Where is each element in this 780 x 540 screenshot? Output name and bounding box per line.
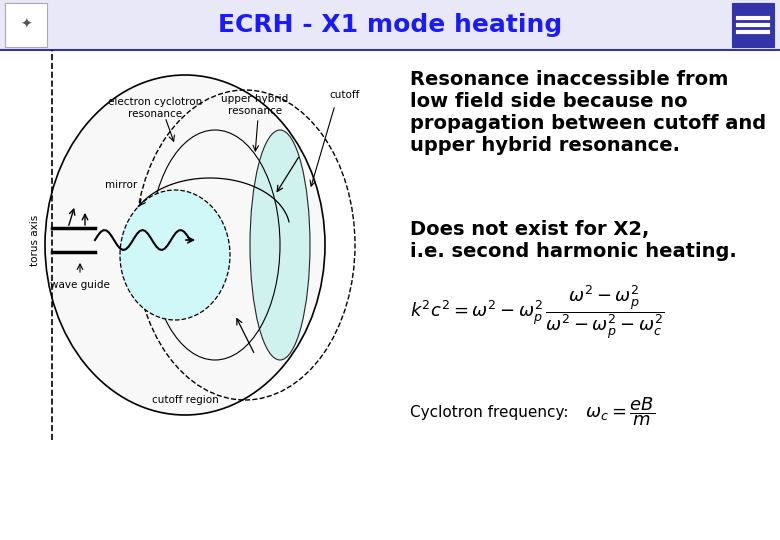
Text: electron cyclotron
resonance: electron cyclotron resonance: [108, 97, 202, 119]
Bar: [5, 3, 47, 47]
Ellipse shape: [45, 75, 325, 415]
Text: ECRH - X1 mode heating: ECRH - X1 mode heating: [218, 13, 562, 37]
Text: Cyclotron frequency:: Cyclotron frequency:: [410, 404, 569, 420]
Text: Does not exist for X2,: Does not exist for X2,: [410, 220, 650, 239]
Text: i.e. second harmonic heating.: i.e. second harmonic heating.: [410, 242, 737, 261]
Text: low field side because no: low field side because no: [410, 92, 688, 111]
Text: $k^2c^2 = \omega^2 - \omega_p^2\,\dfrac{\omega^2 - \omega_p^2}{\omega^2 - \omega: $k^2c^2 = \omega^2 - \omega_p^2\,\dfrac{…: [410, 283, 665, 341]
Ellipse shape: [120, 190, 230, 320]
Text: Resonance inaccessible from: Resonance inaccessible from: [410, 70, 729, 89]
Text: cutoff region: cutoff region: [151, 395, 218, 405]
Text: cutoff: cutoff: [330, 90, 360, 100]
Text: ✦: ✦: [20, 18, 32, 32]
Text: upper hybrid resonance.: upper hybrid resonance.: [410, 136, 680, 155]
Text: mirror: mirror: [105, 180, 137, 190]
Text: $\omega_c = \dfrac{eB}{m}$: $\omega_c = \dfrac{eB}{m}$: [585, 396, 655, 428]
Text: wave guide: wave guide: [50, 280, 110, 290]
Bar: [0, 0, 780, 50]
Bar: [732, 3, 774, 47]
Text: torus axis: torus axis: [30, 214, 40, 266]
Text: propagation between cutoff and: propagation between cutoff and: [410, 114, 766, 133]
Text: upper hybrid
resonance: upper hybrid resonance: [222, 94, 289, 116]
Ellipse shape: [250, 130, 310, 360]
